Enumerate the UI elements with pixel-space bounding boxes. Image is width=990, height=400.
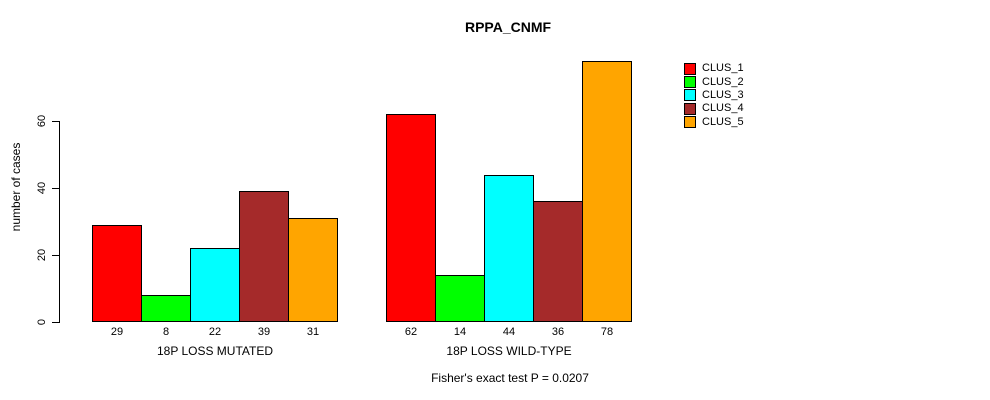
legend-swatch-icon: [684, 116, 696, 129]
legend-label: CLUS_1: [702, 62, 744, 75]
y-tick-label-40: 40: [36, 181, 48, 195]
legend-swatch-icon: [684, 89, 696, 102]
bar-clus_2-group2: [435, 275, 485, 322]
y-tick-mark-60: [52, 121, 60, 122]
bar-clus_5-group2: [582, 61, 632, 322]
bar-clus_4-group1: [239, 191, 289, 322]
y-tick-label-60: 60: [36, 114, 48, 128]
bar-value-label: 62: [404, 326, 418, 338]
y-tick-mark-20: [52, 255, 60, 256]
legend-item-clus_3: CLUS_3: [684, 89, 744, 102]
y-tick-label-0: 0: [36, 318, 48, 326]
y-axis-line: [59, 121, 60, 323]
y-axis-label: number of cases: [9, 142, 23, 232]
legend: CLUS_1 CLUS_2 CLUS_3 CLUS_4 CLUS_5: [684, 62, 744, 129]
y-tick-mark-40: [52, 188, 60, 189]
group-label-mutated: 18P LOSS MUTATED: [156, 344, 274, 358]
legend-item-clus_2: CLUS_2: [684, 75, 744, 89]
bar-value-label: 31: [306, 326, 320, 338]
bar-clus_2-group1: [141, 295, 191, 322]
bar-value-label: 39: [257, 326, 271, 338]
bar-value-label: 22: [208, 326, 222, 338]
legend-swatch-icon: [684, 76, 696, 89]
bar-value-label: 44: [502, 326, 516, 338]
y-tick-mark-0: [52, 322, 60, 323]
legend-label: CLUS_2: [702, 75, 744, 88]
bar-clus_1-group2: [386, 114, 436, 322]
chart-title: RPPA_CNMF: [464, 19, 552, 35]
bar-clus_5-group1: [288, 218, 338, 322]
bar-value-label: 36: [551, 326, 565, 338]
bar-clus_4-group2: [533, 201, 583, 322]
legend-item-clus_5: CLUS_5: [684, 116, 744, 129]
bar-value-label: 8: [162, 326, 170, 338]
bar-clus_3-group1: [190, 248, 240, 322]
legend-label: CLUS_3: [702, 88, 744, 101]
y-tick-label-20: 20: [36, 248, 48, 262]
legend-item-clus_1: CLUS_1: [684, 62, 744, 75]
bar-value-label: 14: [453, 326, 467, 338]
annotation-text: Fisher's exact test P = 0.0207: [431, 371, 589, 385]
bar-clus_1-group1: [92, 225, 142, 322]
bar-value-label: 29: [110, 326, 124, 338]
legend-label: CLUS_5: [702, 115, 744, 128]
legend-swatch-icon: [684, 62, 696, 75]
legend-item-clus_4: CLUS_4: [684, 102, 744, 115]
bar-clus_3-group2: [484, 175, 534, 322]
legend-swatch-icon: [684, 102, 696, 115]
bar-value-label: 78: [600, 326, 614, 338]
legend-label: CLUS_4: [702, 102, 744, 115]
group-label-wildtype: 18P LOSS WILD-TYPE: [446, 344, 572, 358]
